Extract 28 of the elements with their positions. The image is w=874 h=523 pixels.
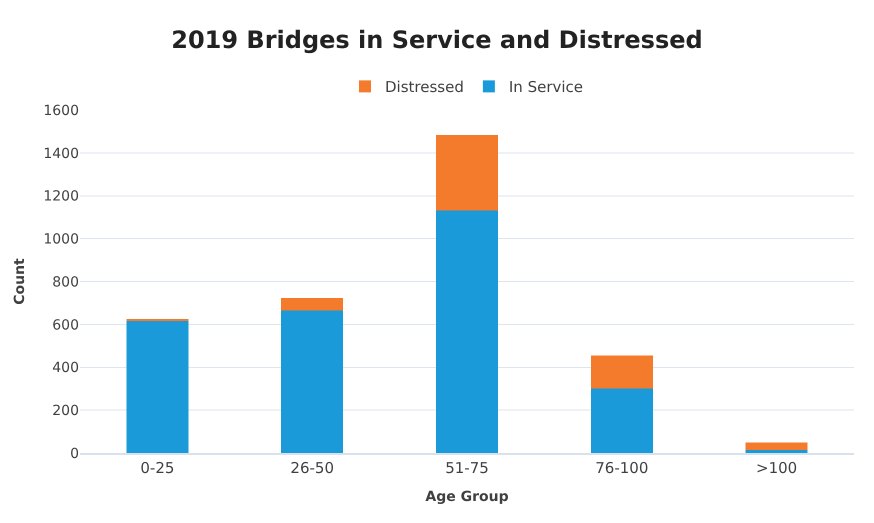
chart-title: 2019 Bridges in Service and Distressed bbox=[171, 26, 703, 54]
x-tick-label: 26-50 bbox=[290, 459, 334, 477]
x-tick-label: 51-75 bbox=[445, 459, 489, 477]
x-axis-title: Age Group bbox=[425, 488, 509, 505]
y-tick-label: 400 bbox=[52, 360, 79, 376]
y-tick-label: 1000 bbox=[43, 232, 79, 248]
bar bbox=[436, 135, 498, 211]
y-tick-label: 1200 bbox=[43, 188, 79, 205]
y-tick-label: 1600 bbox=[43, 102, 79, 119]
bar bbox=[281, 310, 344, 453]
x-tick-label: >100 bbox=[756, 459, 798, 477]
bar bbox=[590, 388, 653, 453]
bar bbox=[281, 298, 344, 311]
bar bbox=[746, 450, 808, 453]
legend-label: In Service bbox=[508, 78, 584, 96]
bar bbox=[590, 356, 653, 389]
y-tick-label: 600 bbox=[52, 317, 79, 334]
y-tick-label: 1400 bbox=[43, 146, 79, 162]
y-tick-label: 0 bbox=[70, 446, 79, 462]
bar bbox=[746, 442, 808, 450]
legend-label: Distressed bbox=[385, 78, 464, 96]
y-tick-label: 200 bbox=[52, 403, 79, 420]
y-axis-title: Count bbox=[12, 258, 28, 305]
bar bbox=[436, 210, 498, 453]
y-tick-label: 800 bbox=[52, 274, 79, 290]
x-tick-label: 76-100 bbox=[595, 459, 648, 477]
x-tick-label: 0-25 bbox=[140, 459, 174, 477]
bar bbox=[126, 321, 188, 453]
